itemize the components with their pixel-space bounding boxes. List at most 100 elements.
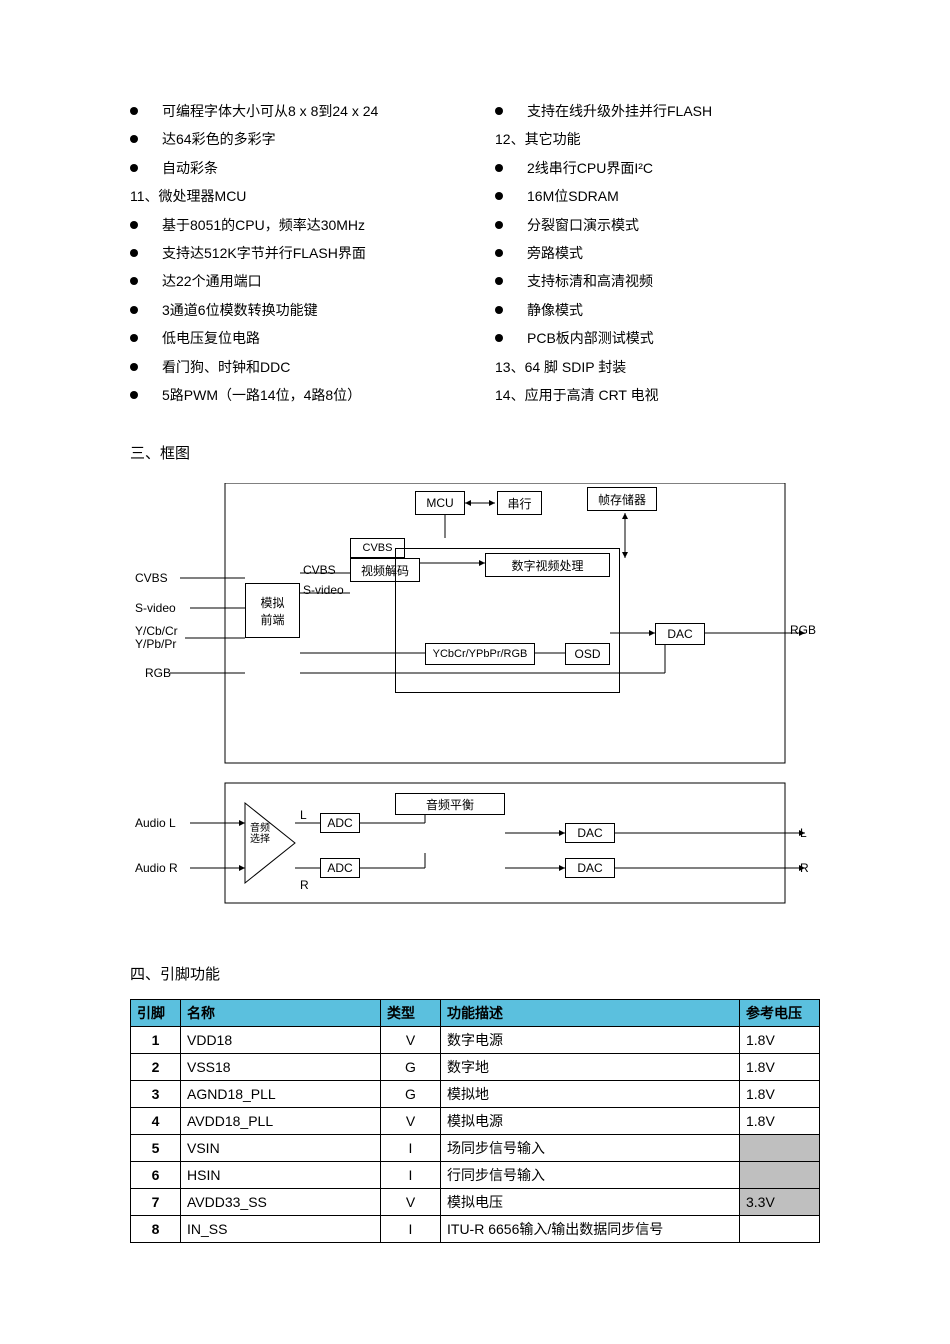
bullet-icon [495, 306, 503, 314]
adc2-box: ADC [320, 858, 360, 878]
table-cell [740, 1216, 820, 1243]
table-row: 6HSINI行同步信号输入 [131, 1162, 820, 1189]
in-ycbcr: Y/Cb/Cr Y/Pb/Pr [135, 625, 178, 651]
table-header-row: 引脚 名称 类型 功能描述 参考电压 [131, 1000, 820, 1027]
table-row: 5VSINI场同步信号输入 [131, 1135, 820, 1162]
dac-a1-box: DAC [565, 823, 615, 843]
left-column: 可编程字体大小可从8 x 8到24 x 24 达64彩色的多彩字自动彩条 11、微… [130, 100, 455, 412]
th-name: 名称 [181, 1000, 381, 1027]
pin-table: 引脚 名称 类型 功能描述 参考电压 1VDD18V数字电源1.8V2VSS18… [130, 999, 820, 1243]
num-item-13: 13、64 脚 SDIP 封装 [495, 356, 820, 378]
bullet-icon [495, 192, 503, 200]
section-3-title: 三、框图 [130, 442, 820, 463]
table-cell: I [381, 1162, 441, 1189]
audio-sel-box: 音频 选择 [250, 823, 270, 845]
table-cell [740, 1162, 820, 1189]
bullet-item: 低电压复位电路 [130, 327, 455, 349]
block-diagram: MCU 串行 帧存储器 CVBS 视频解码 数字视频处理 模拟 前端 S-vid… [130, 483, 820, 913]
bullet-text: 基于8051的CPU，频率达30MHz [162, 214, 365, 236]
bullet-icon [495, 164, 503, 172]
bullet-icon [495, 221, 503, 229]
num-item-14: 14、应用于高清 CRT 电视 [495, 384, 820, 406]
out-r: R [800, 861, 809, 875]
in-cvbs: CVBS [135, 571, 168, 585]
table-cell: AGND18_PLL [181, 1081, 381, 1108]
in-rgb: RGB [145, 666, 171, 680]
table-cell: 数字电源 [441, 1027, 740, 1054]
table-cell: I [381, 1216, 441, 1243]
analog-fe-box: 模拟 前端 [245, 583, 300, 638]
table-row: 2VSS18G数字地1.8V [131, 1054, 820, 1081]
table-cell: V [381, 1108, 441, 1135]
table-cell: VDD18 [181, 1027, 381, 1054]
dac-a2-box: DAC [565, 858, 615, 878]
table-row: 3AGND18_PLLG模拟地1.8V [131, 1081, 820, 1108]
dac-video-box: DAC [655, 623, 705, 645]
table-cell: 2 [131, 1054, 181, 1081]
bullet-text: 达64彩色的多彩字 [162, 128, 276, 150]
bullet-text: 5路PWM（一路14位，4路8位） [162, 384, 361, 406]
bullet-text: PCB板内部测试模式 [527, 327, 654, 349]
table-cell: 5 [131, 1135, 181, 1162]
bullet-item: 3通道6位模数转换功能键 [130, 299, 455, 321]
table-row: 7AVDD33_SSV模拟电压3.3V [131, 1189, 820, 1216]
bullet-item: 5路PWM（一路14位，4路8位） [130, 384, 455, 406]
dvp-box: 数字视频处理 [485, 553, 610, 577]
bullet-item: 16M位SDRAM [495, 185, 820, 207]
bullet-text: 16M位SDRAM [527, 185, 619, 207]
bullet-icon [130, 391, 138, 399]
bullet-text: 达22个通用端口 [162, 270, 262, 292]
bullet-icon [495, 249, 503, 257]
th-pin: 引脚 [131, 1000, 181, 1027]
bullet-text: 分裂窗口演示模式 [527, 214, 639, 236]
table-cell: G [381, 1081, 441, 1108]
bullet-columns: 可编程字体大小可从8 x 8到24 x 24 达64彩色的多彩字自动彩条 11、微… [130, 100, 820, 412]
table-cell: 7 [131, 1189, 181, 1216]
mcu-box: MCU [415, 491, 465, 515]
table-cell: VSS18 [181, 1054, 381, 1081]
adc1-box: ADC [320, 813, 360, 833]
serial-box: 串行 [497, 491, 542, 515]
table-cell: HSIN [181, 1162, 381, 1189]
in-svideo: S-video [135, 601, 176, 615]
th-desc: 功能描述 [441, 1000, 740, 1027]
table-row: 4AVDD18_PLLV模拟电源1.8V [131, 1108, 820, 1135]
audio-bal-box: 音频平衡 [395, 793, 505, 815]
bullet-icon [130, 334, 138, 342]
bullet-item: 达22个通用端口 [130, 270, 455, 292]
r-label: R [300, 878, 309, 892]
bullet-icon [495, 107, 503, 115]
table-cell: ITU-R 6656输入/输出数据同步信号 [441, 1216, 740, 1243]
bullet-text: 低电压复位电路 [162, 327, 260, 349]
table-cell: 1.8V [740, 1054, 820, 1081]
table-cell: 6 [131, 1162, 181, 1189]
bullet-item: 自动彩条 [130, 157, 455, 179]
table-cell: 4 [131, 1108, 181, 1135]
in-audio-r: Audio R [135, 861, 178, 875]
bullet-text: 静像模式 [527, 299, 583, 321]
bullet-icon [495, 334, 503, 342]
bullet-icon [130, 221, 138, 229]
num-item-11: 11、微处理器MCU [130, 185, 455, 207]
bullet-item: 支持达512K字节并行FLASH界面 [130, 242, 455, 264]
bullet-icon [130, 164, 138, 172]
out-rgb: RGB [790, 623, 816, 637]
bullet-icon [130, 249, 138, 257]
num-item-12: 12、其它功能 [495, 128, 820, 150]
osd-box: OSD [565, 643, 610, 665]
table-cell: V [381, 1189, 441, 1216]
table-cell [740, 1135, 820, 1162]
bullet-item: PCB板内部测试模式 [495, 327, 820, 349]
table-cell: 模拟电源 [441, 1108, 740, 1135]
table-cell: 场同步信号输入 [441, 1135, 740, 1162]
bullet-icon [130, 135, 138, 143]
bullet-text: 3通道6位模数转换功能键 [162, 299, 318, 321]
bullet-text: 可编程字体大小可从8 x 8到24 x 24 [162, 100, 378, 122]
table-cell: 3 [131, 1081, 181, 1108]
bullet-text: 支持标清和高清视频 [527, 270, 653, 292]
table-cell: 3.3V [740, 1189, 820, 1216]
svideo-out-label: S-video [303, 583, 344, 597]
diagram-wires [135, 483, 815, 913]
right-column: 支持在线升级外挂并行FLASH 12、其它功能 2线串行CPU界面I²C16M位… [495, 100, 820, 412]
bullet-icon [130, 107, 138, 115]
